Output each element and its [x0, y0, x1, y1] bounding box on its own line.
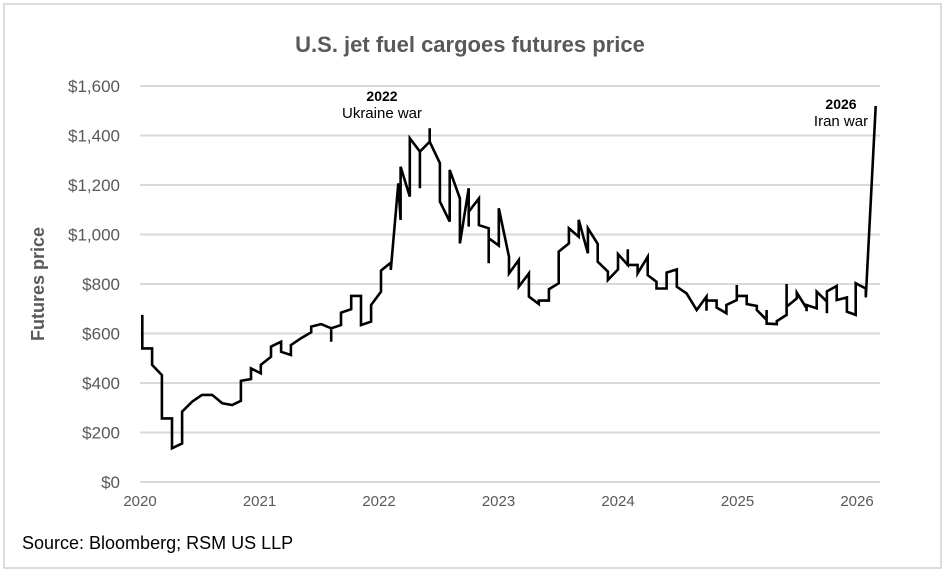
- x-tick-label: 2023: [482, 493, 515, 510]
- annotation-2022-year: 2022: [366, 88, 397, 104]
- y-tick-label: $600: [82, 325, 120, 344]
- y-tick-label: $800: [82, 275, 120, 294]
- chart-frame: [3, 3, 942, 569]
- y-axis-ticks: $0 $200 $400 $600 $800 $1,000 $1,200 $1,400 $1,6…: [68, 77, 120, 492]
- x-tick-label: 2022: [362, 493, 395, 510]
- y-tick-label: $1,000: [68, 226, 120, 245]
- x-tick-label: 2021: [243, 493, 276, 510]
- x-axis-ticks: 2020 2021 2022 2023 2024 2025 2026: [123, 493, 873, 510]
- y-tick-label: $0: [101, 473, 120, 492]
- y-axis-label: Futures price: [28, 227, 48, 341]
- x-tick-label: 2026: [840, 493, 873, 510]
- y-tick-label: $400: [82, 374, 120, 393]
- annotation-2026-year: 2026: [825, 96, 856, 112]
- x-tick-label: 2024: [601, 493, 634, 510]
- y-tick-label: $1,200: [68, 176, 120, 195]
- annotation-2022-label: Ukraine war: [342, 105, 422, 122]
- chart-title: U.S. jet fuel cargoes futures price: [295, 32, 645, 57]
- gridlines: [140, 85, 880, 483]
- y-tick-label: $1,600: [68, 77, 120, 96]
- x-tick-label: 2020: [123, 493, 156, 510]
- y-tick-label: $200: [82, 424, 120, 443]
- annotation-2026-label: Iran war: [814, 113, 868, 130]
- y-tick-label: $1,400: [68, 127, 120, 146]
- x-tick-label: 2025: [721, 493, 754, 510]
- source-note: Source: Bloomberg; RSM US LLP: [22, 533, 293, 553]
- series-line: [141, 105, 877, 451]
